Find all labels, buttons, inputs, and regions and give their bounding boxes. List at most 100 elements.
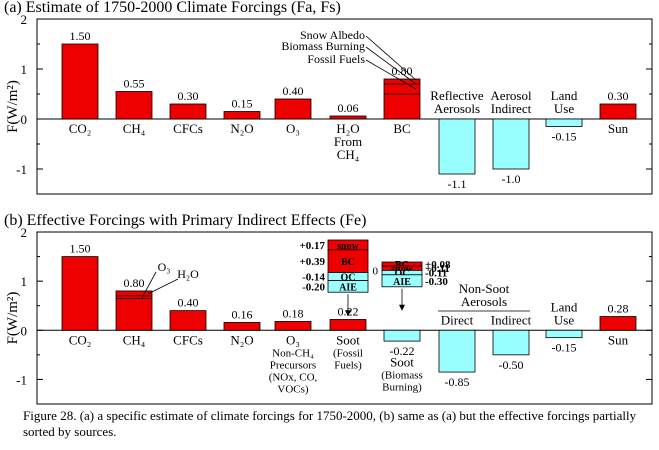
category-label: Land — [551, 299, 578, 314]
bar-value-label: 0.28 — [608, 302, 629, 316]
category-label: Fuels) — [334, 359, 362, 371]
y-tick-label: -1 — [16, 162, 27, 177]
bar-value-label: 0.18 — [283, 306, 304, 320]
inset-value-label: +0.39 — [299, 256, 325, 268]
group-label: Non-Soot — [459, 281, 510, 296]
bar — [545, 329, 583, 339]
stack-component-label: Fossil Fuels — [307, 52, 365, 66]
bar — [274, 98, 312, 120]
category-label: O₃ — [286, 332, 300, 347]
category-label: CFCs — [173, 332, 203, 347]
category-label: Indirect — [491, 312, 532, 327]
inset-segment-label: BC — [341, 257, 355, 268]
panel-a-chart: (a) Estimate of 1750-2000 Climate Forcin… — [4, 0, 653, 195]
inset-value-label: +0.08 — [425, 259, 451, 271]
bar-value-label: -0.15 — [552, 341, 577, 355]
bar — [169, 310, 207, 331]
inset-arrow-head — [399, 304, 405, 311]
bar-value-label: 0.16 — [232, 307, 253, 321]
inset-segment-label: BC — [395, 260, 409, 271]
y-axis-label: F(W/m²) — [5, 292, 21, 345]
bar-value-label: 0.80 — [124, 276, 145, 290]
category-label: Indirect — [491, 101, 532, 116]
bar-value-label: 0.80 — [392, 64, 413, 78]
inset-segment-label: OC — [341, 273, 356, 284]
category-label: Aerosols — [434, 101, 480, 116]
bar-value-label: -1.1 — [448, 177, 467, 191]
inset-value-label: +0.17 — [299, 240, 325, 252]
category-label: O₃ — [286, 121, 300, 136]
bar-value-label: 0.40 — [178, 296, 199, 310]
inset-segment-label: AIE — [339, 282, 357, 293]
category-label: Reflective — [430, 88, 484, 103]
category-label: Non-CH₄ — [272, 347, 314, 359]
bar-value-label: 1.50 — [70, 29, 91, 43]
y-tick-label: -1 — [16, 372, 27, 387]
bar — [383, 78, 421, 120]
category-label: Soot — [336, 332, 360, 347]
bar — [438, 329, 476, 373]
inset-segment — [327, 280, 369, 293]
bar-value-label: -1.0 — [502, 172, 521, 186]
bar — [329, 319, 367, 331]
y-axis-label: F(W/m²) — [5, 80, 21, 133]
y-tick-label: 2 — [21, 12, 28, 27]
leader-line — [365, 59, 417, 90]
category-label: CO₂ — [69, 332, 92, 347]
inset-segment-label: OC — [395, 269, 410, 280]
bar-value-label: -0.85 — [445, 375, 470, 389]
bar — [545, 118, 583, 127]
category-label: CFCs — [173, 121, 203, 136]
category-label: (Fossil — [333, 347, 363, 359]
panel-title: (a) Estimate of 1750-2000 Climate Forcin… — [4, 0, 341, 16]
category-label: N₂O — [230, 332, 253, 347]
bar — [438, 118, 476, 175]
y-tick-label: 2 — [21, 225, 28, 240]
category-label: CH₄ — [337, 147, 360, 162]
category-label: From — [334, 134, 362, 149]
y-tick-label: 0 — [21, 112, 28, 127]
bar-value-label: -0.15 — [552, 130, 577, 144]
bar — [61, 256, 99, 331]
y-tick-label: 1 — [21, 274, 28, 289]
stack-component-label: Snow Albedo — [300, 28, 365, 42]
bar — [599, 103, 637, 120]
category-label: Land — [551, 88, 578, 103]
y-tick-label: 1 — [21, 62, 28, 77]
inset-value-label: -0.14 — [302, 272, 325, 284]
bar — [169, 103, 207, 120]
category-label: Precursors — [270, 359, 316, 371]
category-label: Sun — [608, 121, 629, 136]
bar — [223, 322, 261, 331]
stack-component-label: Biomass Burning — [281, 39, 365, 53]
category-label: N₂O — [230, 121, 253, 136]
leader-line — [147, 278, 179, 295]
bar — [115, 290, 153, 331]
bar-value-label: 0.15 — [232, 97, 253, 111]
inset-value-label: -0.11 — [425, 268, 447, 280]
inset-segment-label: AIE — [393, 277, 411, 288]
inset-value-label: -0.20 — [302, 281, 325, 293]
category-label: Soot — [390, 354, 414, 369]
inset-zero-label: 0 — [373, 265, 379, 277]
figure-caption: Figure 28. (a) a specific estimate of cl… — [23, 408, 637, 439]
leader-line — [365, 35, 417, 81]
inset-value-label: +0.11 — [425, 263, 450, 275]
inset-segment — [381, 274, 423, 288]
category-label: BC — [393, 121, 410, 136]
category-label: VOCs) — [277, 383, 309, 395]
plot-frame — [36, 231, 653, 405]
panel-b-chart: (b) Effective Forcings with Primary Indi… — [4, 212, 653, 405]
bar-value-label: 1.50 — [70, 242, 91, 256]
category-label: Direct — [441, 312, 474, 327]
bar-value-label: 0.55 — [124, 77, 145, 91]
category-label: Sun — [608, 332, 629, 347]
category-label: Aerosol — [490, 88, 532, 103]
leader-line — [365, 46, 417, 85]
category-label: CO₂ — [69, 121, 92, 136]
bar — [599, 316, 637, 331]
inset-segment-label: snow — [337, 241, 359, 252]
bar — [492, 329, 530, 356]
bar-value-label: 0.40 — [283, 84, 304, 98]
category-label: Use — [554, 312, 574, 327]
